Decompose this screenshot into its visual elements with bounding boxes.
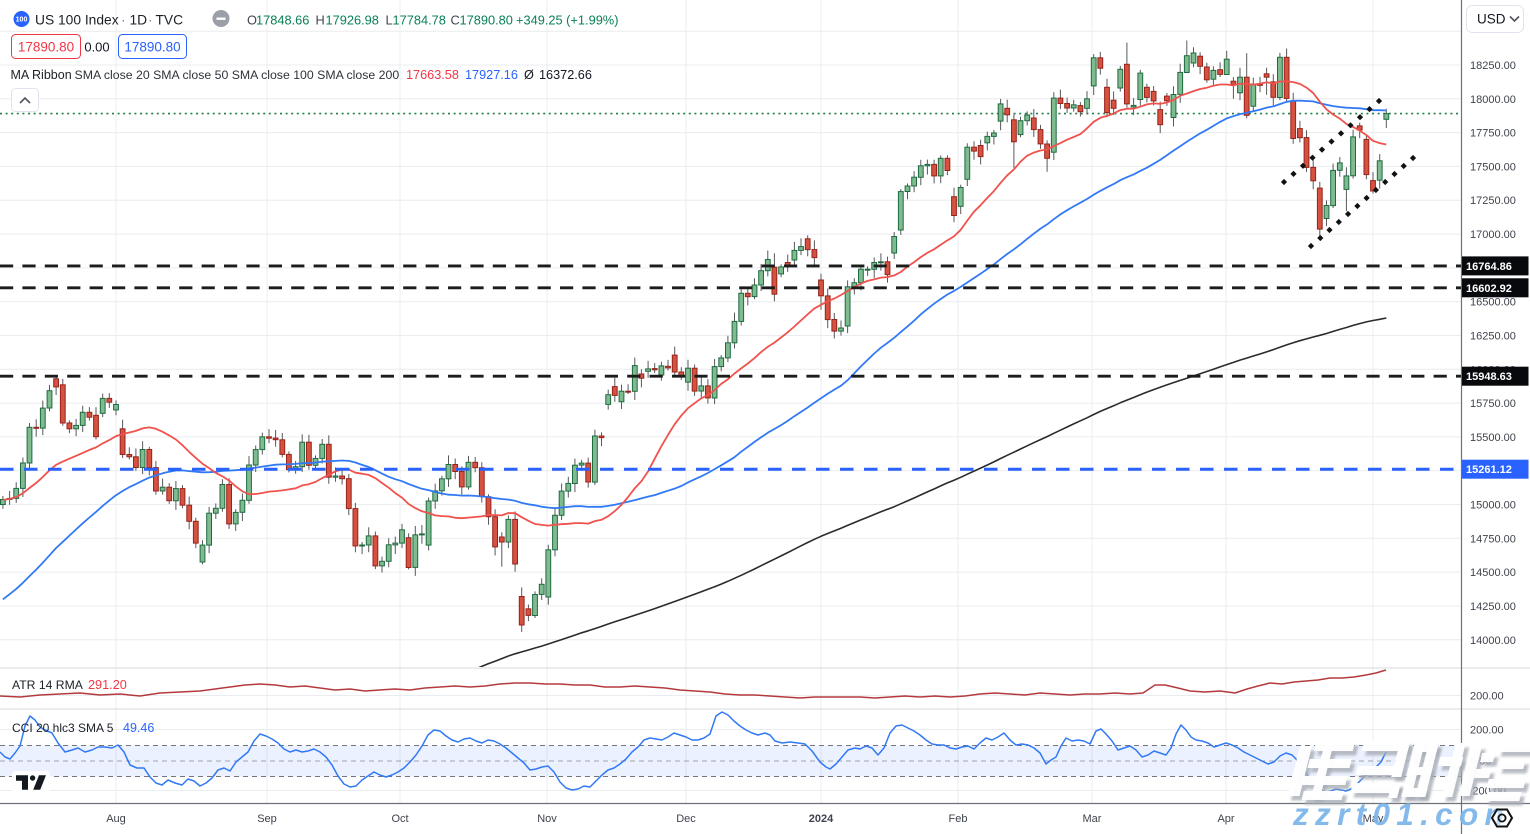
svg-text:15948.63: 15948.63 (1466, 371, 1512, 383)
svg-text:17926.98: 17926.98 (326, 13, 379, 28)
svg-text:USD: USD (1477, 12, 1506, 27)
svg-text:·: · (148, 13, 153, 28)
svg-text:14000.00: 14000.00 (1470, 635, 1516, 647)
svg-text:O: O (247, 13, 257, 28)
svg-text:16250.00: 16250.00 (1470, 330, 1516, 342)
svg-text:14250.00: 14250.00 (1470, 601, 1516, 613)
svg-text:18000.00: 18000.00 (1470, 94, 1516, 106)
svg-text:ATR 14 RMA: ATR 14 RMA (12, 678, 84, 692)
svg-text:CCI 20 hlc3 SMA 5: CCI 20 hlc3 SMA 5 (12, 721, 114, 735)
svg-text:17848.66: 17848.66 (256, 13, 309, 28)
svg-text:H: H (316, 13, 325, 28)
svg-text:17890.80: 17890.80 (124, 40, 180, 55)
svg-text:Sep: Sep (257, 813, 277, 825)
svg-text:17000.00: 17000.00 (1470, 229, 1516, 241)
svg-text:15750.00: 15750.00 (1470, 398, 1516, 410)
svg-text:Nov: Nov (537, 813, 557, 825)
svg-text:15261.12: 15261.12 (1466, 464, 1512, 476)
svg-text:Oct: Oct (391, 813, 408, 825)
svg-text:TVC: TVC (156, 13, 184, 28)
svg-text:17927.16: 17927.16 (465, 68, 518, 82)
svg-text:17663.58: 17663.58 (406, 68, 459, 82)
svg-text:L: L (386, 13, 393, 28)
svg-text:1D: 1D (130, 13, 148, 28)
svg-text:·: · (121, 13, 126, 28)
svg-text:Dec: Dec (676, 813, 696, 825)
svg-text:16500.00: 16500.00 (1470, 297, 1516, 309)
svg-text:0.00: 0.00 (84, 40, 109, 55)
svg-text:Aug: Aug (106, 813, 126, 825)
svg-text:16372.66: 16372.66 (539, 68, 592, 82)
svg-text:18250.00: 18250.00 (1470, 60, 1516, 72)
svg-text:May: May (1363, 813, 1384, 825)
svg-text:15500.00: 15500.00 (1470, 432, 1516, 444)
svg-text:17500.00: 17500.00 (1470, 161, 1516, 173)
svg-text:17890.80: 17890.80 (460, 13, 513, 28)
svg-text:17750.00: 17750.00 (1470, 128, 1516, 140)
svg-text:100: 100 (16, 17, 28, 24)
svg-text:17250.00: 17250.00 (1470, 195, 1516, 207)
svg-text:Mar: Mar (1083, 813, 1102, 825)
svg-text:14500.00: 14500.00 (1470, 567, 1516, 579)
svg-text:US 100 Index: US 100 Index (35, 13, 119, 28)
svg-text:zzrt01.con: zzrt01.con (1292, 796, 1510, 832)
svg-text:49.46: 49.46 (123, 721, 154, 735)
svg-text:SMA close 20 SMA close 50 SMA: SMA close 20 SMA close 50 SMA close 100 … (75, 68, 400, 82)
svg-text:291.20: 291.20 (88, 678, 127, 692)
svg-text:200.00: 200.00 (1470, 691, 1504, 703)
svg-text:Feb: Feb (949, 813, 968, 825)
svg-text:200.00: 200.00 (1470, 725, 1504, 737)
svg-text:17890.80: 17890.80 (18, 40, 74, 55)
svg-text:+349.25 (+1.99%): +349.25 (+1.99%) (516, 13, 618, 28)
svg-text:17784.78: 17784.78 (393, 13, 446, 28)
svg-text:Apr: Apr (1217, 813, 1234, 825)
svg-text:15000.00: 15000.00 (1470, 500, 1516, 512)
svg-text:16602.92: 16602.92 (1466, 283, 1512, 295)
svg-text:Ø: Ø (524, 68, 534, 82)
svg-text:14750.00: 14750.00 (1470, 533, 1516, 545)
svg-text:MA Ribbon: MA Ribbon (11, 68, 72, 82)
svg-text:C: C (451, 13, 460, 28)
svg-text:16764.86: 16764.86 (1466, 261, 1512, 273)
svg-text:2024: 2024 (809, 813, 834, 825)
